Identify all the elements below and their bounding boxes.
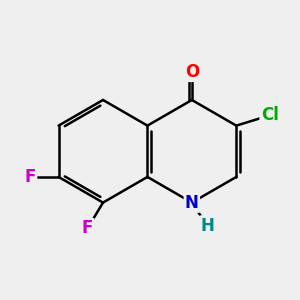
Text: N: N: [185, 194, 199, 211]
Text: Cl: Cl: [261, 106, 279, 124]
Text: F: F: [82, 219, 93, 237]
Text: H: H: [200, 217, 214, 235]
Text: F: F: [25, 168, 36, 186]
Text: O: O: [185, 63, 199, 81]
